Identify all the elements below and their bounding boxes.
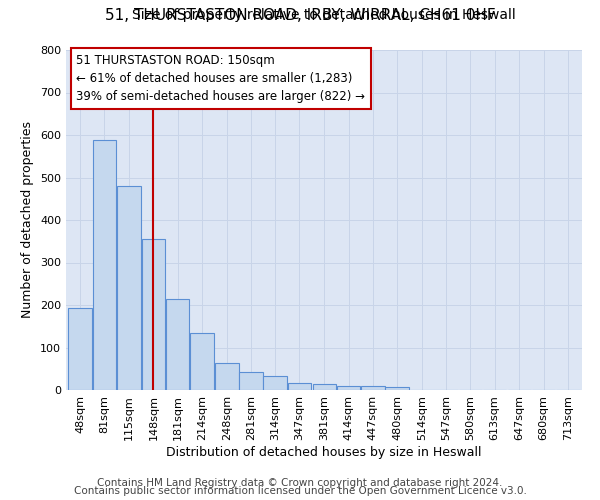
Text: Contains HM Land Registry data © Crown copyright and database right 2024.: Contains HM Land Registry data © Crown c…	[97, 478, 503, 488]
Bar	[239, 372, 263, 390]
Bar	[263, 376, 287, 390]
Text: 51 THURSTASTON ROAD: 150sqm
← 61% of detached houses are smaller (1,283)
39% of : 51 THURSTASTON ROAD: 150sqm ← 61% of det…	[76, 54, 365, 104]
Bar	[118, 186, 141, 390]
Bar	[361, 386, 385, 390]
Bar	[215, 363, 239, 390]
Bar	[190, 334, 214, 390]
Bar	[92, 140, 116, 390]
Bar	[142, 239, 165, 390]
Text: Contains public sector information licensed under the Open Government Licence v3: Contains public sector information licen…	[74, 486, 526, 496]
Bar	[337, 386, 361, 390]
Title: Size of property relative to detached houses in Heswall: Size of property relative to detached ho…	[132, 8, 516, 22]
Bar	[385, 386, 409, 390]
X-axis label: Distribution of detached houses by size in Heswall: Distribution of detached houses by size …	[166, 446, 482, 458]
Bar	[68, 308, 92, 390]
Y-axis label: Number of detached properties: Number of detached properties	[22, 122, 34, 318]
Text: 51, THURSTASTON ROAD, IRBY, WIRRAL, CH61 0HF: 51, THURSTASTON ROAD, IRBY, WIRRAL, CH61…	[104, 8, 496, 22]
Bar	[313, 384, 336, 390]
Bar	[166, 298, 190, 390]
Bar	[287, 383, 311, 390]
